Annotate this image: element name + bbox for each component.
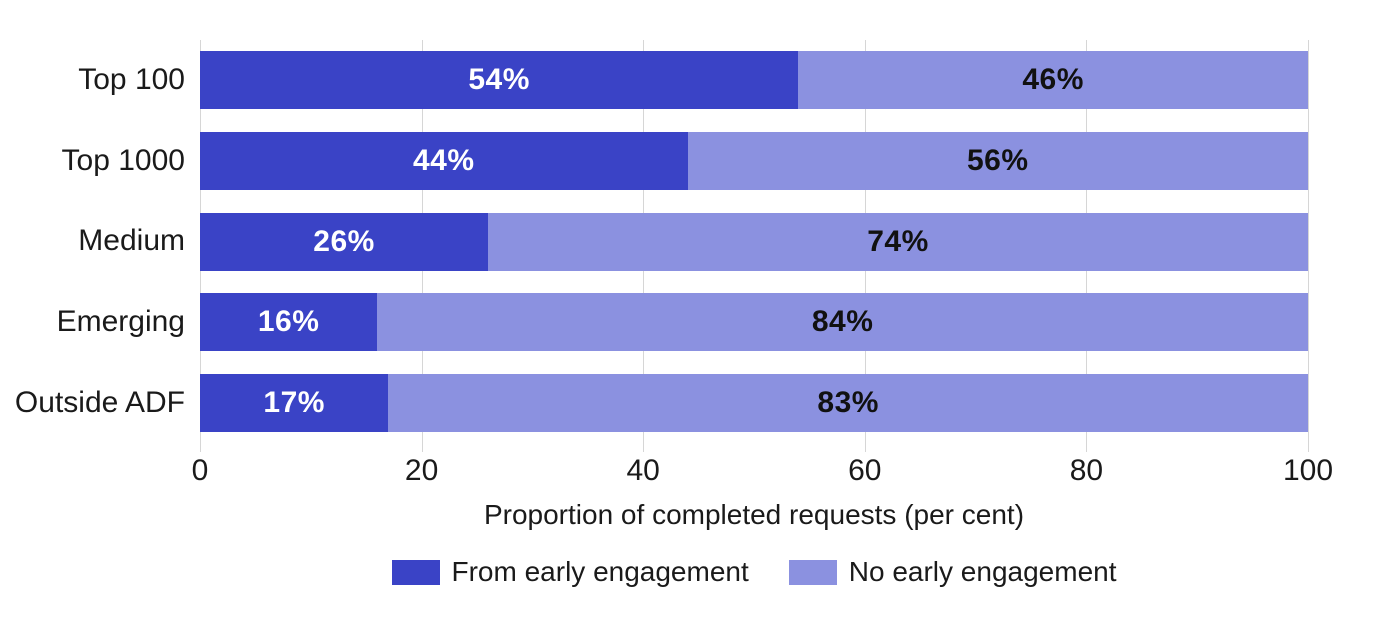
bar-segment-series-2: 46%	[798, 51, 1308, 110]
bar-value-label: 74%	[867, 224, 929, 258]
legend-label: No early engagement	[848, 556, 1117, 587]
x-axis-tick-label: 100	[1282, 454, 1334, 487]
bar-value-label: 26%	[313, 224, 375, 258]
bar-row: 17% 83%	[200, 373, 1308, 432]
bar-value-label: 17%	[263, 385, 325, 419]
bar-segment-series-2: 83%	[388, 373, 1308, 432]
legend: From early engagement No early engagement	[200, 556, 1308, 588]
bar-value-label: 44%	[412, 143, 475, 177]
bar-segment-series-1: 44%	[200, 131, 688, 190]
bar-row: 54% 46%	[200, 51, 1308, 110]
x-axis-tick-label: 0	[191, 454, 209, 487]
x-axis-tick-label: 20	[404, 454, 439, 487]
legend-item-series-1: From early engagement	[391, 556, 749, 588]
bar-segment-series-2: 74%	[488, 212, 1308, 271]
category-label: Medium	[78, 224, 185, 258]
bar-value-label: 56%	[966, 143, 1029, 177]
x-axis-tick-label: 80	[1069, 454, 1104, 487]
bar-value-label: 84%	[811, 305, 874, 339]
category-label: Emerging	[56, 305, 185, 339]
category-label: Top 1000	[61, 143, 185, 177]
legend-item-series-2: No early engagement	[788, 556, 1117, 588]
gridline	[1308, 40, 1309, 452]
bar-segment-series-1: 16%	[200, 293, 378, 352]
bar-segment-series-1: 54%	[200, 51, 799, 110]
bar-row: 26% 74%	[200, 212, 1308, 271]
bar-segment-series-1: 26%	[200, 212, 489, 271]
bar-row: 16% 84%	[200, 293, 1308, 352]
category-label: Top 100	[78, 63, 185, 97]
bar-value-label: 83%	[817, 385, 879, 419]
legend-label: From early engagement	[451, 556, 749, 587]
bar-value-label: 16%	[257, 305, 320, 339]
bar-value-label: 54%	[468, 63, 530, 97]
x-axis-tick-labels: 0 20 40 60 80 100	[0, 454, 1378, 490]
x-axis-tick-label: 60	[848, 454, 882, 487]
bar-value-label: 46%	[1022, 63, 1084, 97]
category-label: Outside ADF	[14, 385, 185, 419]
x-axis-title: Proportion of completed requests (per ce…	[483, 499, 1025, 530]
legend-swatch-icon	[391, 559, 440, 585]
y-axis-category-labels: Top 100 Top 1000 Medium Emerging Outside ADF	[0, 40, 185, 443]
x-axis-tick-label: 40	[626, 454, 660, 487]
bar-segment-series-2: 84%	[377, 293, 1308, 352]
bars: 54% 46% 44% 56% 26% 74% 16% 84% 17% 83%	[200, 40, 1308, 443]
bar-segment-series-1: 17%	[200, 373, 389, 432]
legend-swatch-icon	[788, 559, 837, 585]
bar-row: 44% 56%	[200, 131, 1308, 190]
bar-segment-series-2: 56%	[687, 131, 1308, 190]
plot-area: 54% 46% 44% 56% 26% 74% 16% 84% 17% 83%	[200, 40, 1309, 452]
